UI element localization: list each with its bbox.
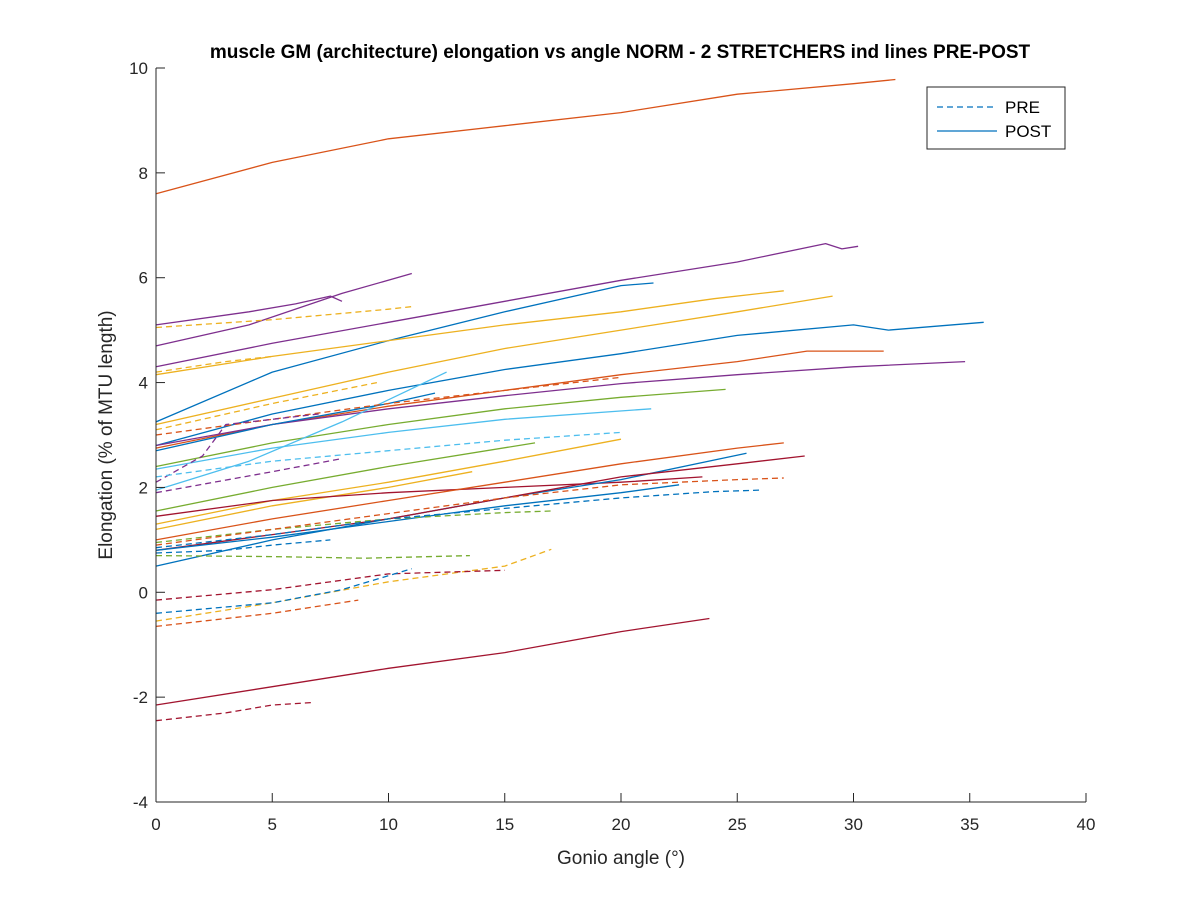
- series-line-post-23: [155, 617, 710, 706]
- y-tick-label: 6: [139, 269, 148, 288]
- x-tick-label: 15: [495, 815, 514, 834]
- series-line-pre-24: [155, 305, 412, 329]
- series-line-post-15: [155, 442, 536, 512]
- series-line-post-7: [155, 295, 833, 426]
- series-line-pre-37: [155, 569, 505, 601]
- series-line-post-12: [155, 408, 652, 470]
- x-tick-label: 10: [379, 815, 398, 834]
- x-tick-label: 30: [844, 815, 863, 834]
- y-tick-label: 2: [139, 478, 148, 497]
- series-line-pre-34: [155, 477, 784, 546]
- series-line-pre-35: [155, 489, 761, 549]
- series-line-post-2: [155, 242, 859, 368]
- y-tick-label: -2: [133, 688, 148, 707]
- series-line-post-19: [155, 442, 784, 541]
- series-layer: [155, 78, 984, 722]
- plot-area: 0 5 10 15 20 25 30 35 40 -4 -2 0 2 4 6 8 10: [129, 59, 1095, 834]
- series-line-pre-36: [155, 548, 552, 622]
- series-line-post-13: [155, 371, 447, 491]
- series-line-post-1: [155, 78, 896, 195]
- series-line-pre-30: [155, 457, 343, 494]
- series-line-post-8: [155, 321, 984, 447]
- x-tick-label: 5: [268, 815, 277, 834]
- series-line-post-14: [155, 392, 436, 452]
- y-tick-label: -4: [133, 793, 148, 812]
- legend-label-pre: PRE: [1005, 98, 1040, 117]
- x-tick-label: 20: [612, 815, 631, 834]
- y-tick-label: 4: [139, 374, 148, 393]
- series-line-pre-31: [155, 539, 331, 554]
- legend-box: [926, 86, 1066, 150]
- x-tick-label: 40: [1077, 815, 1096, 834]
- series-line-pre-32: [155, 554, 470, 559]
- series-line-post-5: [155, 282, 654, 423]
- x-tick-label: 35: [960, 815, 979, 834]
- axes-layer: 0 5 10 15 20 25 30 35 40 -4 -2 0 2 4 6 8 10: [129, 59, 1095, 834]
- series-line-pre-29: [155, 431, 622, 478]
- series-line-pre-28: [155, 413, 319, 483]
- series-line-pre-39: [155, 599, 359, 628]
- chart-title: muscle GM (architecture) elongation vs a…: [210, 42, 1031, 63]
- series-line-pre-27: [155, 381, 378, 431]
- series-line-pre-25: [155, 355, 273, 373]
- series-line-post-4: [155, 295, 343, 326]
- series-line-post-10: [155, 360, 966, 447]
- y-axis-label: Elongation (% of MTU length): [96, 310, 117, 559]
- legend: PRE POST: [926, 86, 1066, 150]
- legend-label-post: POST: [1005, 122, 1051, 141]
- series-line-post-18: [155, 476, 703, 517]
- y-tick-label: 10: [129, 59, 148, 78]
- x-tick-label: 25: [728, 815, 747, 834]
- series-line-post-11: [155, 388, 726, 468]
- x-axis-label: Gonio angle (°): [557, 848, 685, 869]
- series-line-post-17: [155, 438, 622, 525]
- plot-background: [156, 68, 1086, 802]
- series-line-post-6: [155, 290, 784, 376]
- series-line-pre-38: [155, 568, 412, 614]
- y-tick-label: 8: [139, 164, 148, 183]
- y-tick-label: 0: [139, 583, 148, 602]
- series-line-post-3: [155, 272, 412, 347]
- series-line-pre-26: [155, 376, 622, 436]
- x-tick-label: 0: [151, 815, 160, 834]
- series-line-pre-40: [155, 701, 315, 722]
